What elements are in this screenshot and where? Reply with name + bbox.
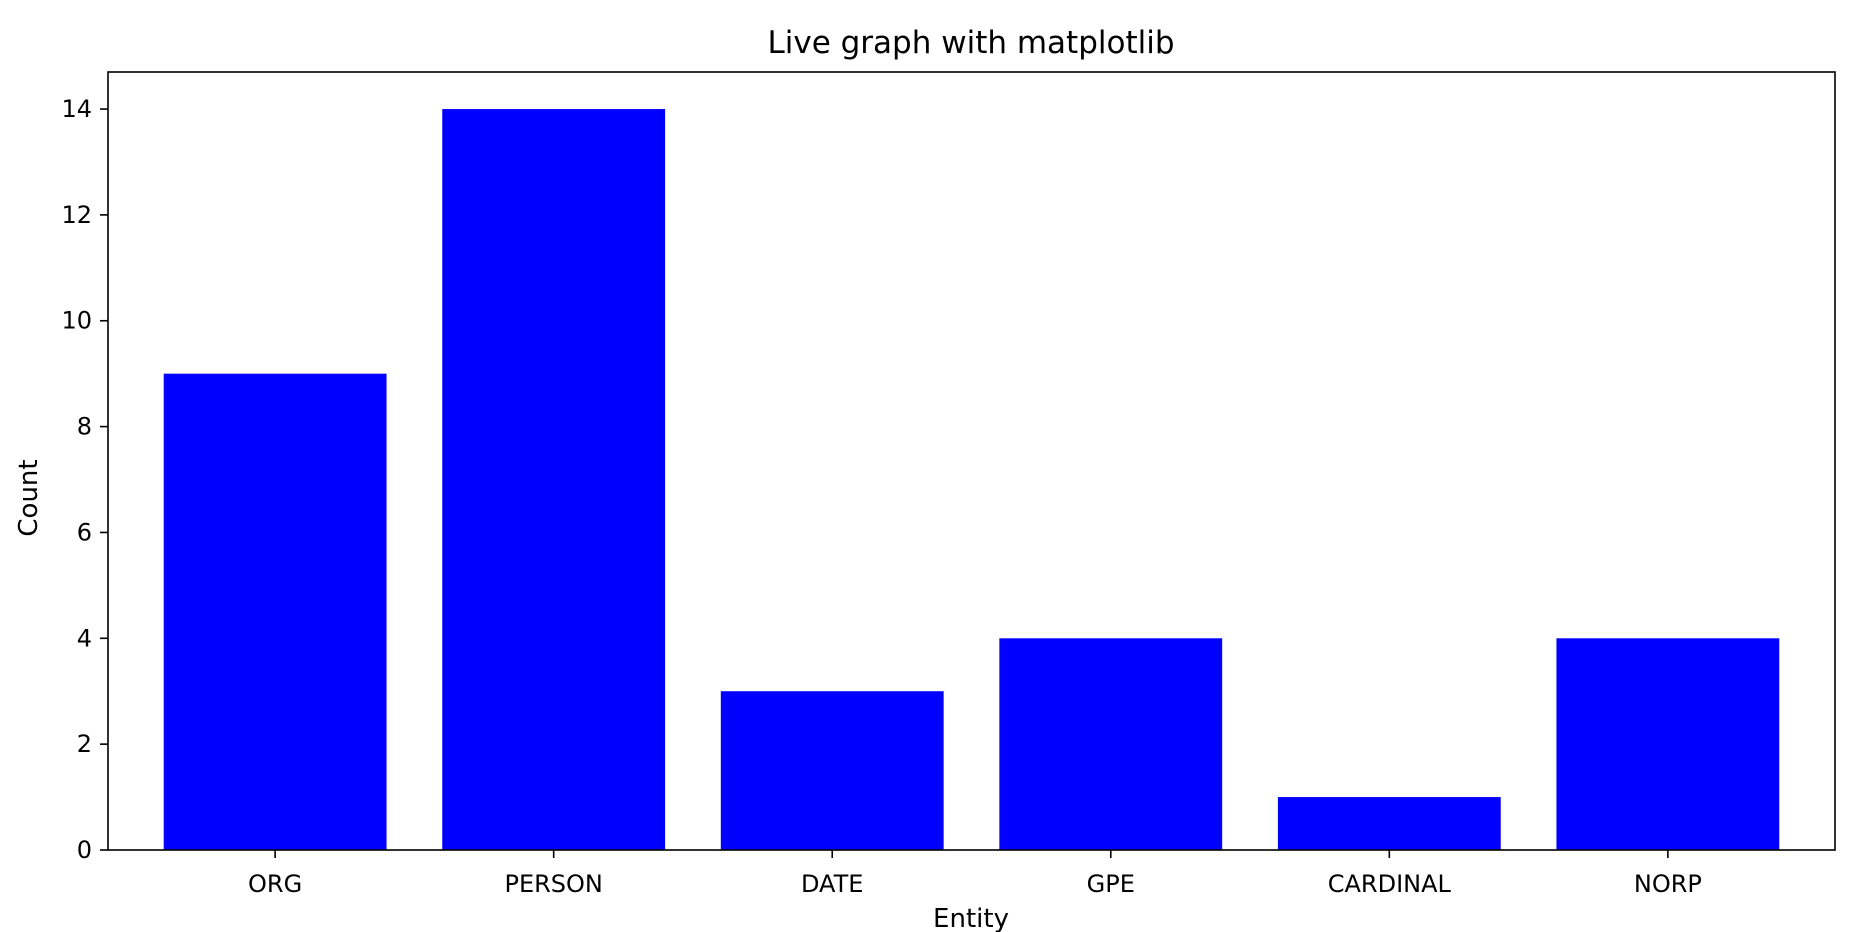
bars-group [163,109,1780,851]
y-ticks-group: 0 2 4 6 8 10 12 14 [61,95,108,864]
bar-gpe [999,638,1223,850]
bar-norp [1556,638,1780,850]
x-tick-label: PERSON [504,870,602,898]
y-tick-label: 4 [77,624,92,652]
x-axis-label: Entity [933,904,1009,932]
x-tick-label: GPE [1087,870,1135,898]
x-tick-label: NORP [1634,870,1702,898]
x-ticks-group: ORG PERSON DATE GPE CARDINAL NORP [248,850,1702,898]
bar-cardinal [1277,797,1501,850]
x-tick-label: DATE [801,870,863,898]
x-tick-label: ORG [248,870,302,898]
y-axis-label-group: Count [14,459,44,536]
chart-title: Live graph with matplotlib [767,25,1174,61]
bar-person [442,109,666,851]
y-axis-label: Count [14,459,44,536]
bar-date [720,691,944,850]
y-tick-label: 12 [61,201,92,229]
x-tick-label: CARDINAL [1328,870,1452,898]
y-tick-label: 0 [77,836,92,864]
y-tick-label: 2 [77,730,92,758]
plot-frame [107,71,1836,851]
y-tick-label: 10 [61,307,92,335]
y-tick-label: 8 [77,413,92,441]
y-tick-label: 6 [77,518,92,546]
bar-org [163,373,387,850]
y-tick-label: 14 [61,95,92,123]
